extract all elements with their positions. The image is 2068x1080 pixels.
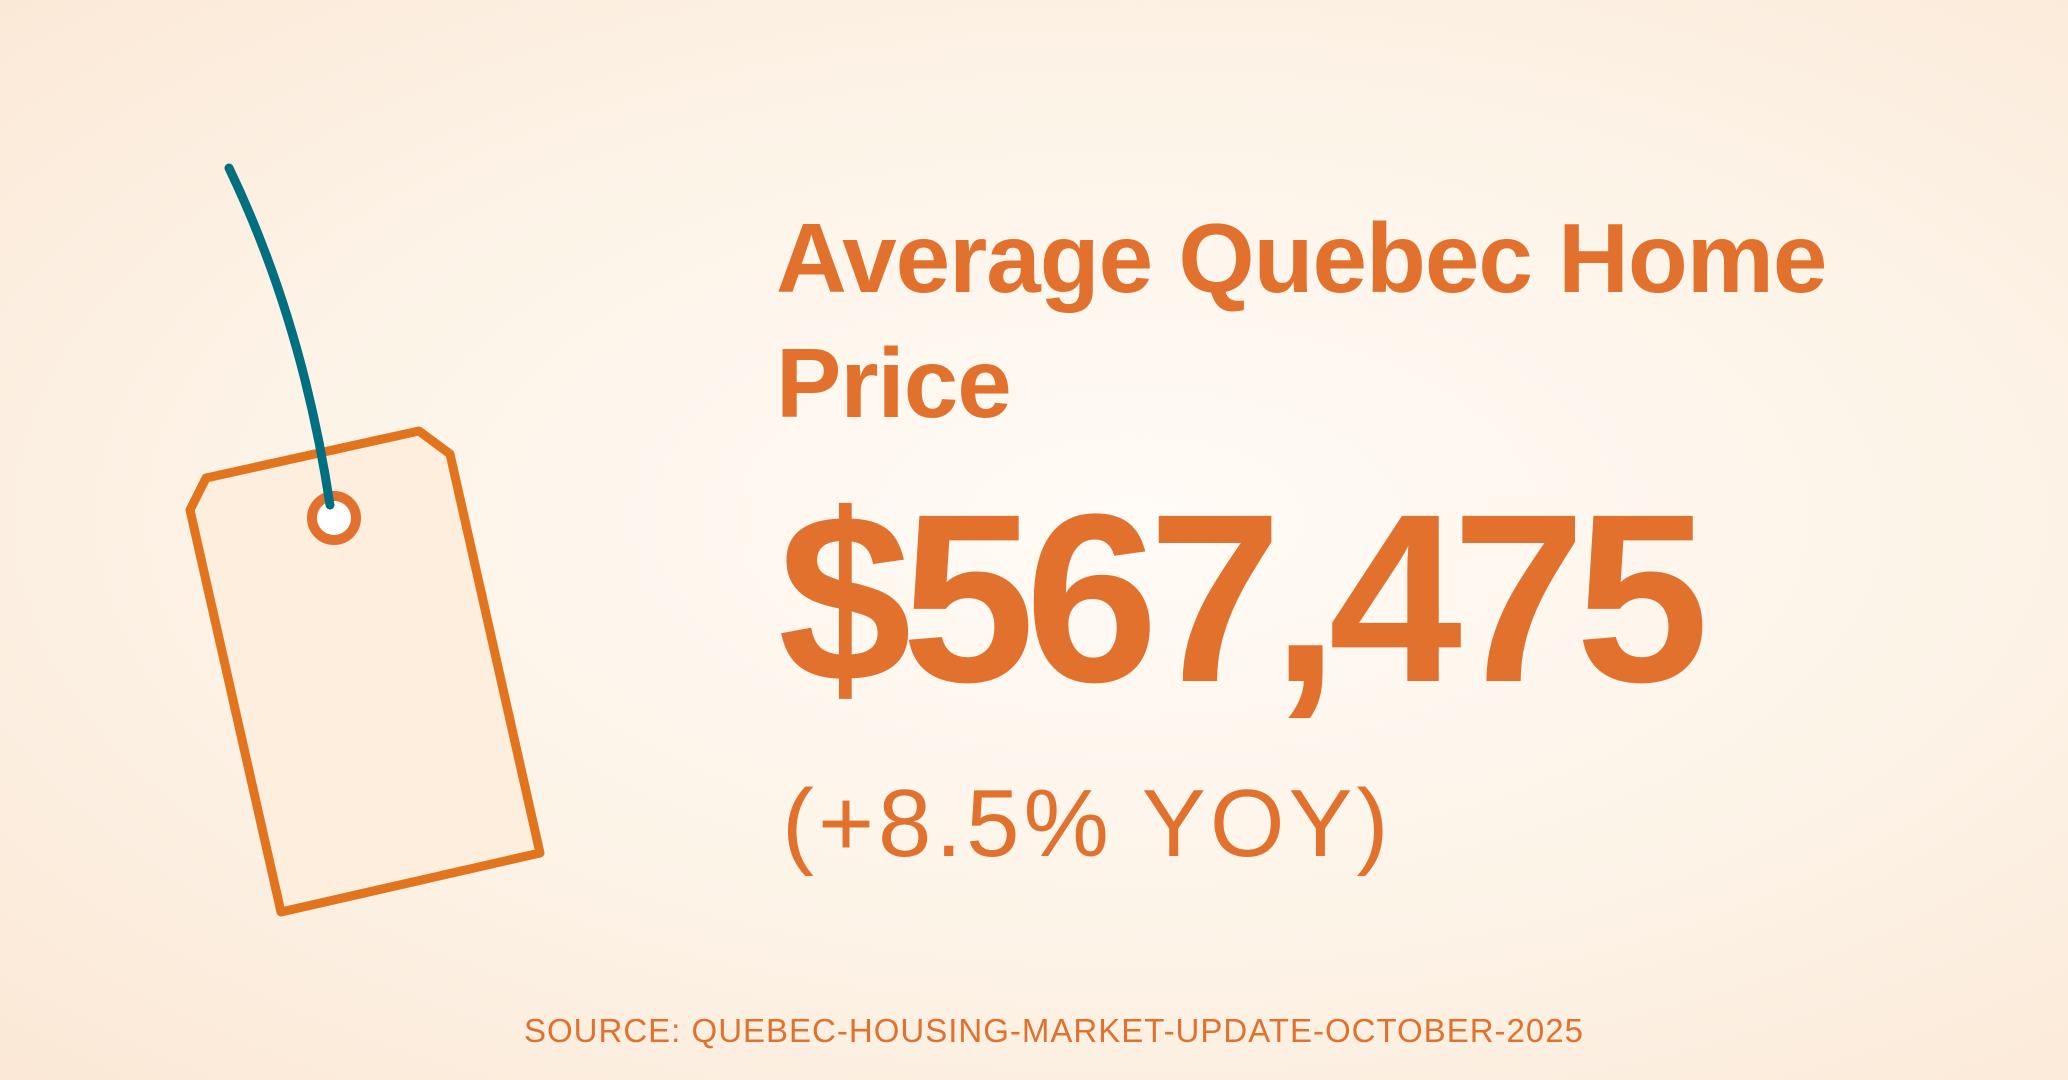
tag-body [185,426,545,917]
tag-hole [307,491,361,545]
tag-string [224,163,335,510]
source-caption: SOURCE: QUEBEC-HOUSING-MARKET-UPDATE-OCT… [524,1012,1584,1049]
average-price-value: $567,475 [778,464,1709,732]
page-title: Average Quebec Home Price [776,203,1827,438]
year-over-year-change: (+8.5% YOY) [782,770,1393,877]
